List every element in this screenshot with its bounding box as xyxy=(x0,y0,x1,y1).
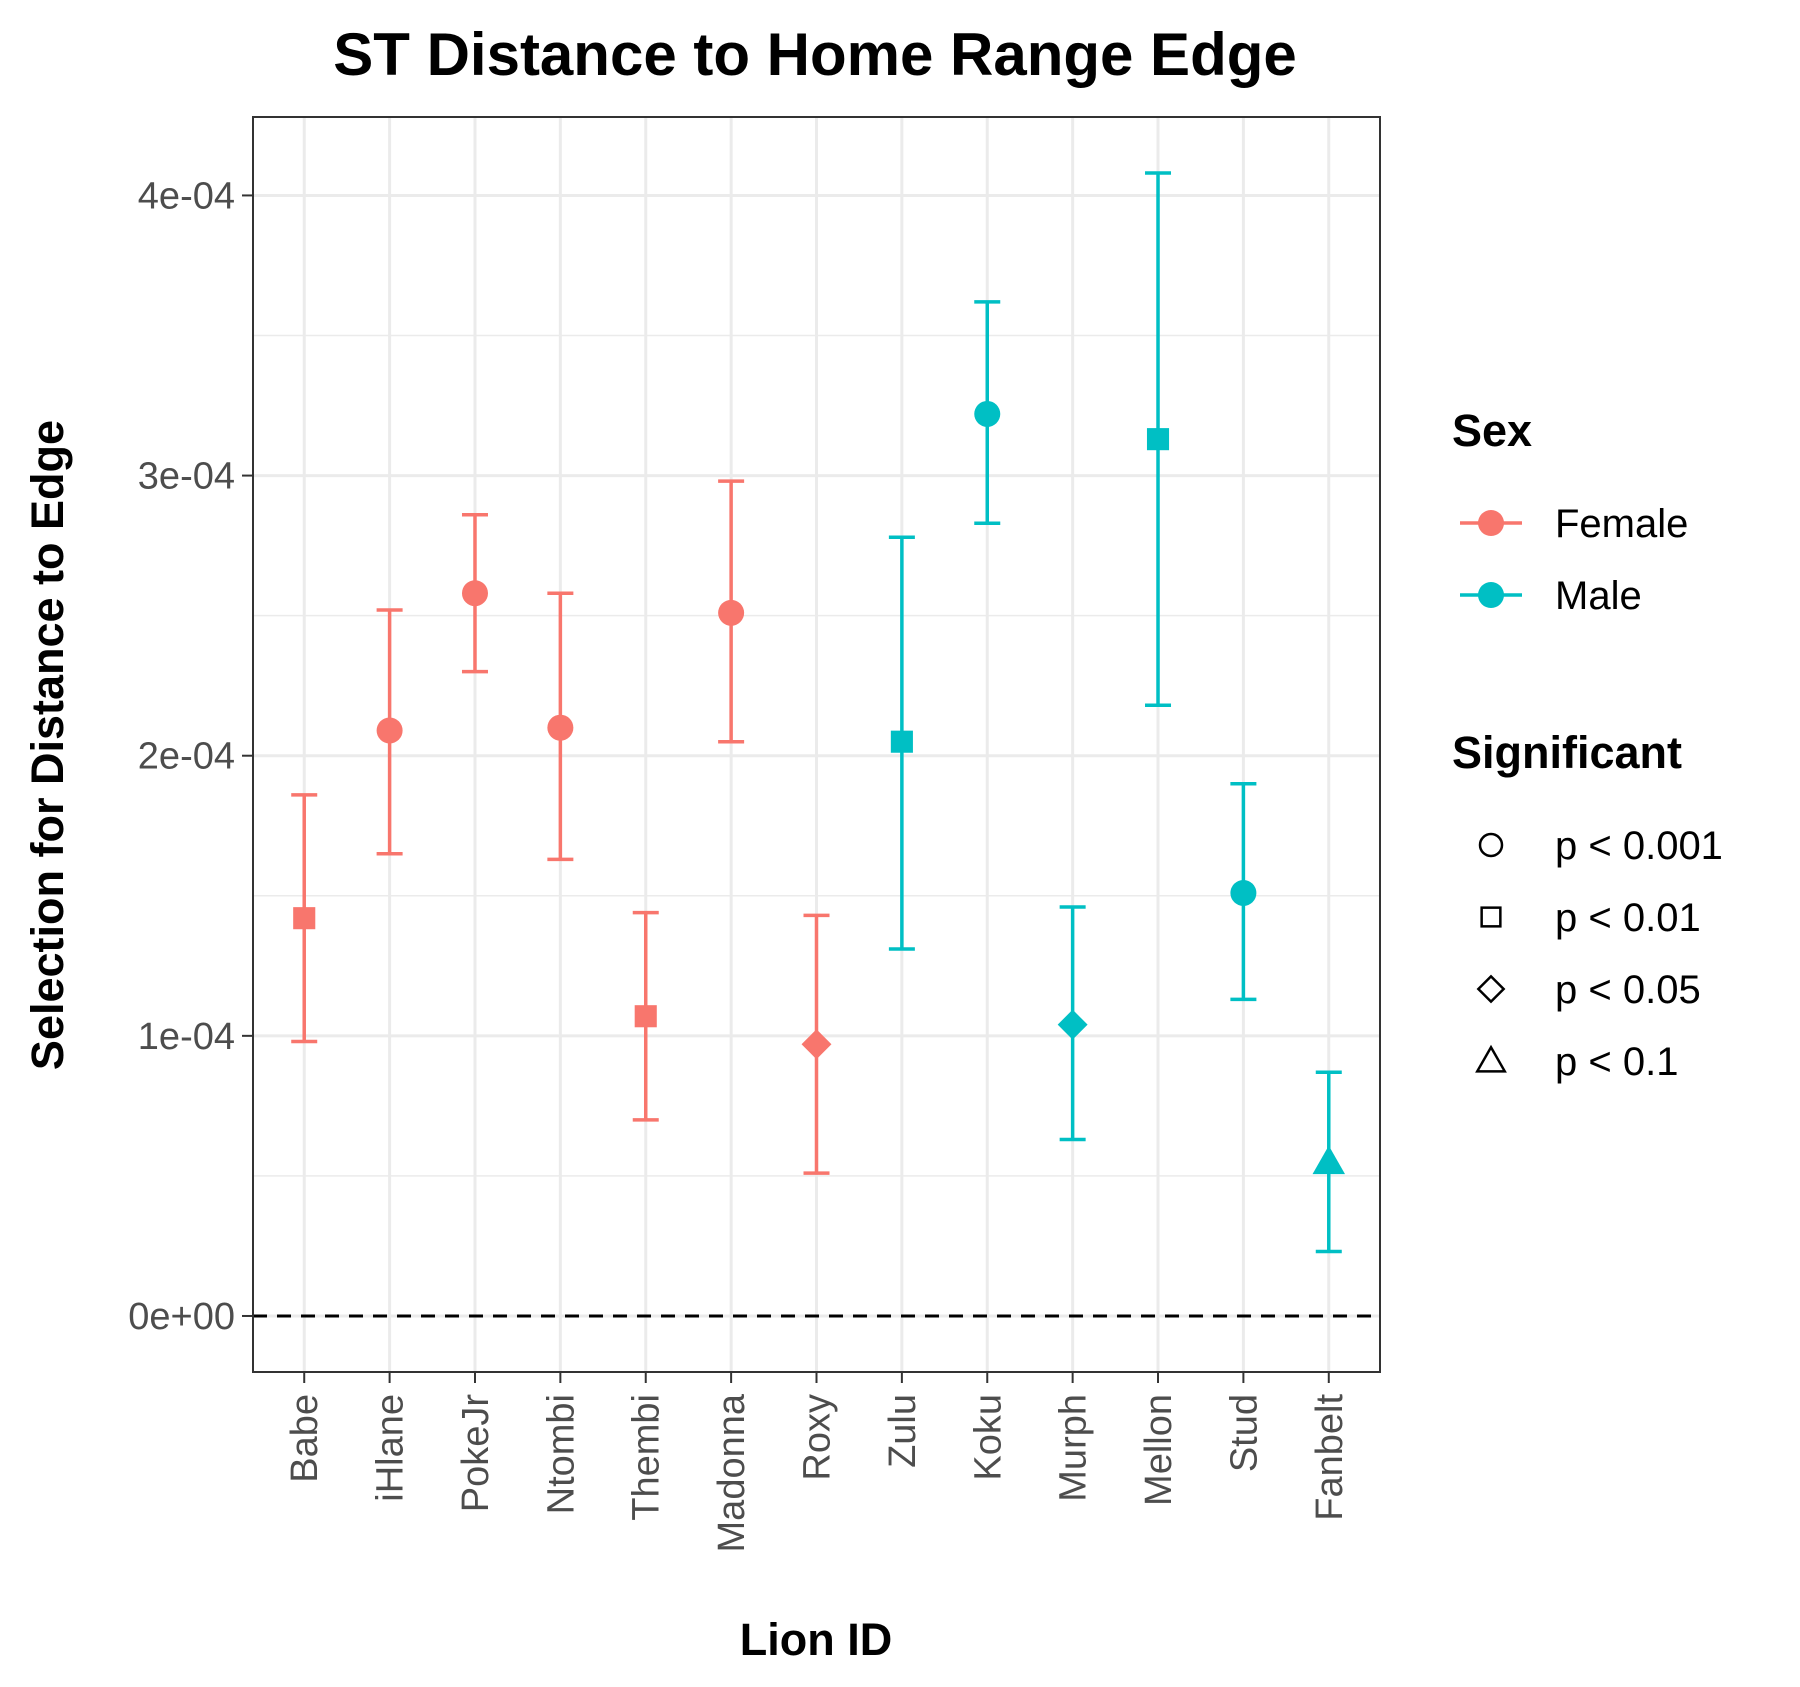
legend-square-icon xyxy=(1480,906,1502,928)
marks-layer xyxy=(291,171,1346,1254)
data-point-zulu xyxy=(888,535,915,951)
data-point-ihlane xyxy=(376,608,403,856)
point-marker xyxy=(461,580,488,607)
legend-significant-item: p < 0.001 xyxy=(1478,824,1723,868)
chart-title: ST Distance to Home Range Edge xyxy=(333,21,1297,88)
legend-sex-item-female: Female xyxy=(1460,502,1688,546)
y-axis: 0e+00 1e-04 2e-04 3e-04 4e-04 xyxy=(128,175,253,1338)
grid-layer xyxy=(253,117,1380,1372)
x-tick-label: iHlane xyxy=(370,1394,412,1502)
x-tick-label: Mellon xyxy=(1138,1394,1180,1506)
data-point-babe xyxy=(291,793,318,1044)
legend-significant-title: Significant xyxy=(1452,727,1682,778)
point-marker xyxy=(974,400,1001,427)
y-tick-label: 1e-04 xyxy=(138,1016,235,1058)
point-marker xyxy=(1312,1145,1346,1175)
legend-triangle-icon xyxy=(1475,1044,1507,1073)
legend-sex-title: Sex xyxy=(1452,405,1532,456)
x-tick-label: Koku xyxy=(967,1394,1009,1481)
data-point-mellon xyxy=(1145,171,1172,708)
legend-significant-label: p < 0.05 xyxy=(1555,968,1701,1012)
point-marker xyxy=(718,599,745,626)
legend-significant-item: p < 0.05 xyxy=(1476,968,1701,1012)
data-point-fanbelt xyxy=(1312,1070,1346,1254)
data-point-ntombi xyxy=(547,591,574,862)
x-tick-label: Zulu xyxy=(882,1394,924,1468)
point-marker xyxy=(634,1005,657,1028)
point-marker xyxy=(1230,879,1257,906)
legend-diamond-icon xyxy=(1476,974,1506,1004)
legend: Sex Female Male Significant p < 0.001 p < 0.0… xyxy=(1452,405,1723,1084)
data-point-murph xyxy=(1057,905,1088,1142)
x-axis: Babe iHlane PokeJr Ntombi Thembi Madonna Roxy Z… xyxy=(284,1372,1351,1552)
y-tick-label: 3e-04 xyxy=(138,456,235,498)
y-tick-label: 4e-04 xyxy=(138,175,235,217)
point-marker xyxy=(1146,428,1170,451)
y-tick-label: 0e+00 xyxy=(128,1296,235,1338)
x-tick-label: Murph xyxy=(1053,1394,1095,1502)
legend-sex-item-male: Male xyxy=(1460,574,1642,618)
legend-significant-item: p < 0.1 xyxy=(1475,1040,1678,1084)
point-marker xyxy=(547,714,574,741)
legend-significant-label: p < 0.01 xyxy=(1555,896,1701,940)
legend-significant-item: p < 0.01 xyxy=(1480,896,1701,940)
data-point-thembi xyxy=(632,910,659,1122)
data-point-madonna xyxy=(718,479,745,744)
y-axis-title: Selection for Distance to Edge xyxy=(22,420,73,1070)
point-marker xyxy=(890,730,913,753)
x-tick-label: Thembi xyxy=(626,1394,668,1521)
legend-significant: Significant p < 0.001 p < 0.01 p < 0.05 p < … xyxy=(1452,727,1723,1084)
legend-key-dot xyxy=(1478,582,1504,608)
legend-significant-label: p < 0.001 xyxy=(1555,824,1723,868)
data-point-pokejr xyxy=(461,513,488,674)
point-marker xyxy=(801,1029,832,1060)
x-tick-label: Fanbelt xyxy=(1309,1394,1351,1521)
x-axis-title: Lion ID xyxy=(740,1614,892,1665)
y-tick-label: 2e-04 xyxy=(138,736,235,778)
x-tick-label: PokeJr xyxy=(455,1394,497,1513)
x-tick-label: Babe xyxy=(284,1394,326,1483)
point-marker xyxy=(1057,1009,1088,1040)
legend-sex-label: Male xyxy=(1555,574,1642,618)
data-point-koku xyxy=(974,300,1001,525)
legend-sex: Sex Female Male xyxy=(1452,405,1688,618)
x-tick-label: Ntombi xyxy=(540,1394,582,1514)
legend-key-dot xyxy=(1478,510,1504,536)
x-tick-label: Roxy xyxy=(797,1394,839,1481)
point-marker xyxy=(293,907,316,930)
legend-sex-label: Female xyxy=(1555,502,1688,546)
data-point-roxy xyxy=(801,913,832,1175)
x-tick-label: Stud xyxy=(1223,1394,1265,1472)
legend-significant-label: p < 0.1 xyxy=(1555,1040,1678,1084)
legend-circle-icon xyxy=(1478,832,1504,858)
data-point-stud xyxy=(1230,781,1257,1002)
x-tick-label: Madonna xyxy=(711,1393,753,1552)
point-marker xyxy=(376,717,403,744)
